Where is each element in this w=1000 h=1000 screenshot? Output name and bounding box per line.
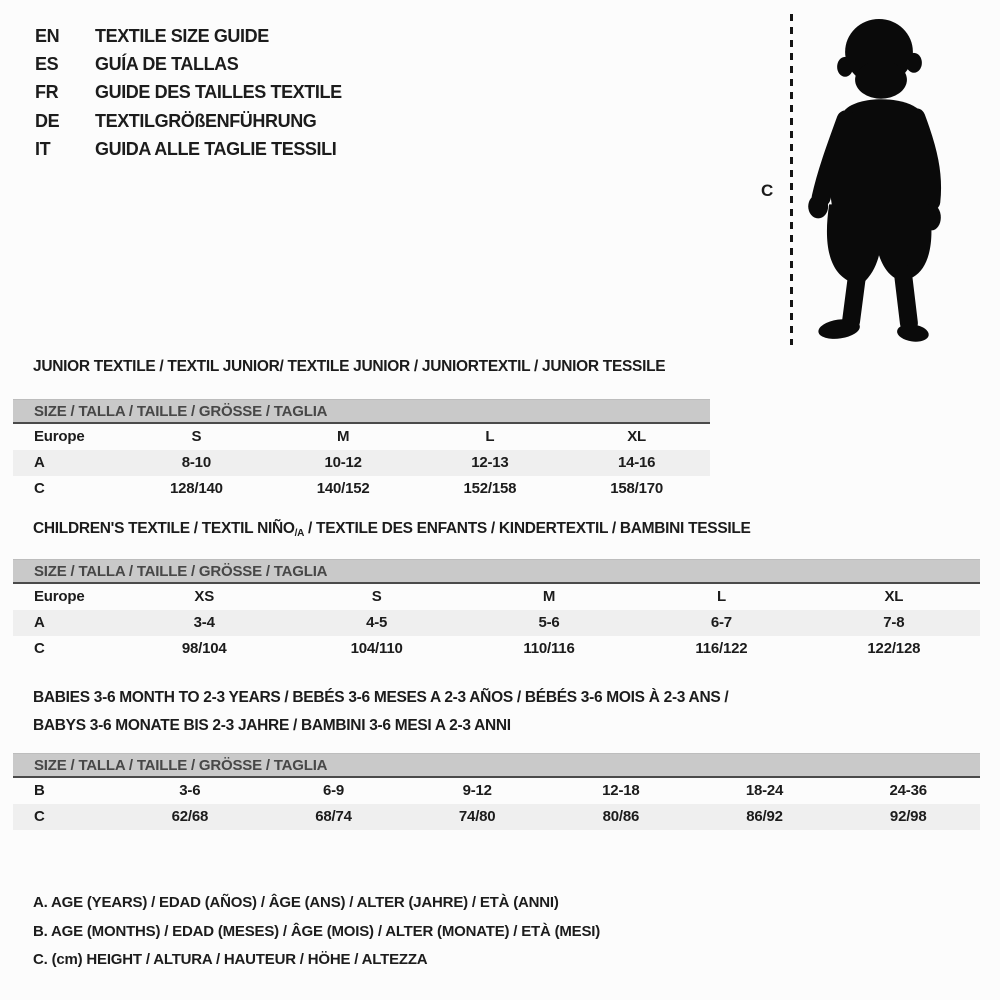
row-label: A (34, 614, 45, 631)
table-cell: S (371, 588, 382, 605)
table-cell: 116/122 (695, 640, 748, 657)
row-label: Europe (34, 588, 85, 605)
height-measure-label: C (761, 181, 774, 200)
language-label: GUIDA ALLE TAGLIE TESSILI (95, 139, 337, 160)
language-list: EN TEXTILE SIZE GUIDE ES GUÍA DE TALLAS … (35, 22, 342, 164)
table-row-height: C 98/104 104/110 110/116 116/122 122/128 (13, 636, 980, 662)
table-body: Europe S M L XL A 8-10 10-12 12-13 14-16… (13, 424, 710, 502)
row-label: C (34, 640, 45, 657)
table-row-height: C 62/68 68/74 74/80 80/86 86/92 92/98 (13, 804, 980, 830)
table-cell: 122/128 (867, 640, 921, 657)
row-label: C (34, 808, 45, 825)
language-item: FR GUIDE DES TAILLES TEXTILE (35, 79, 342, 107)
language-item: EN TEXTILE SIZE GUIDE (35, 22, 342, 50)
table-cell: 14-16 (617, 454, 656, 471)
table-cell: 158/170 (610, 480, 664, 497)
children-title-suffix: / TEXTILE DES ENFANTS / KINDERTEXTIL / B… (304, 520, 751, 537)
legend-item-c: C. (cm) HEIGHT / ALTURA / HAUTEUR / HÖHE… (33, 951, 428, 969)
row-label: B (34, 782, 45, 799)
row-label: C (34, 480, 45, 497)
table-row-europe: Europe XS S M L XL (13, 584, 980, 610)
table-cell: 92/98 (889, 808, 927, 825)
language-code: IT (35, 139, 51, 160)
language-item: DE TEXTILGRÖßENFÜHRUNG (35, 107, 342, 135)
language-item: IT GUIDA ALLE TAGLIE TESSILI (35, 136, 342, 164)
measurement-legend: A. AGE (YEARS) / EDAD (AÑOS) / ÂGE (ANS)… (33, 889, 600, 975)
table-cell: 86/92 (746, 808, 783, 825)
table-cell: 80/86 (602, 808, 640, 825)
junior-size-table: SIZE / TALLA / TAILLE / GRÖSSE / TAGLIA … (13, 399, 710, 502)
children-title-subscript: /A (294, 528, 305, 539)
row-label: A (34, 454, 45, 471)
language-label: GUÍA DE TALLAS (95, 54, 239, 75)
table-cell: M (542, 588, 556, 605)
table-cell: 24-36 (889, 782, 928, 799)
language-code: EN (35, 25, 60, 46)
babies-title-line1: BABIES 3-6 MONTH TO 2-3 YEARS / BEBÉS 3-… (33, 689, 729, 706)
children-size-table: SIZE / TALLA / TAILLE / GRÖSSE / TAGLIA … (13, 559, 980, 662)
toddler-silhouette (808, 18, 942, 342)
table-cell: L (485, 428, 495, 445)
table-cell: S (191, 428, 202, 445)
table-cell: 3-4 (193, 614, 215, 631)
table-cell: 12-18 (602, 782, 640, 799)
table-cell: 110/116 (523, 640, 575, 657)
table-cell: 3-6 (179, 782, 201, 799)
language-code: DE (35, 110, 60, 131)
table-row-europe: Europe S M L XL (13, 424, 710, 450)
size-header-bar: SIZE / TALLA / TAILLE / GRÖSSE / TAGLIA (13, 399, 710, 424)
table-cell: XL (884, 588, 904, 605)
table-cell: 62/68 (171, 808, 209, 825)
language-label: GUIDE DES TAILLES TEXTILE (95, 82, 342, 103)
legend-item-a: A. AGE (YEARS) / EDAD (AÑOS) / ÂGE (ANS)… (33, 894, 559, 911)
table-cell: 140/152 (316, 480, 370, 497)
language-label: TEXTILGRÖßENFÜHRUNG (95, 110, 317, 131)
size-header-bar: SIZE / TALLA / TAILLE / GRÖSSE / TAGLIA (13, 559, 980, 584)
table-cell: 7-8 (883, 614, 905, 631)
table-cell: L (716, 588, 726, 605)
language-code: FR (35, 82, 59, 103)
table-row-age-years: A 8-10 10-12 12-13 14-16 (13, 450, 710, 476)
table-cell: 5-6 (538, 614, 560, 631)
size-header-bar: SIZE / TALLA / TAILLE / GRÖSSE / TAGLIA (13, 753, 980, 778)
table-cell: 18-24 (745, 782, 784, 799)
table-cell: XL (627, 428, 647, 445)
table-body: Europe XS S M L XL A 3-4 4-5 5-6 6-7 7-8… (13, 584, 980, 662)
table-cell: 104/110 (350, 640, 403, 657)
table-cell: 9-12 (462, 782, 492, 799)
table-cell: M (336, 428, 350, 445)
table-body: B 3-6 6-9 9-12 12-18 18-24 24-36 C 62/68… (13, 778, 980, 830)
table-cell: 152/158 (463, 480, 517, 497)
language-label: TEXTILE SIZE GUIDE (95, 25, 269, 46)
table-cell: 6-9 (322, 782, 345, 799)
table-row-age-months: B 3-6 6-9 9-12 12-18 18-24 24-36 (13, 778, 980, 804)
table-cell: 12-13 (471, 454, 509, 471)
junior-section-title: JUNIOR TEXTILE / TEXTIL JUNIOR/ TEXTILE … (33, 358, 666, 375)
table-cell: 68/74 (315, 808, 352, 825)
language-item: ES GUÍA DE TALLAS (35, 50, 342, 78)
table-cell: 128/140 (169, 480, 223, 497)
table-cell: 98/104 (181, 640, 227, 657)
language-code: ES (35, 54, 59, 75)
babies-section-title: BABIES 3-6 MONTH TO 2-3 YEARS / BEBÉS 3-… (33, 684, 729, 740)
legend-item-b: B. AGE (MONTHS) / EDAD (MESES) / ÂGE (MO… (33, 922, 601, 940)
table-cell: 74/80 (458, 808, 496, 825)
height-measure-dotted-line (790, 14, 793, 345)
children-section-title: CHILDREN'S TEXTILE / TEXTIL NIÑO/A / TEX… (33, 520, 751, 539)
table-cell: 4-5 (366, 614, 388, 631)
table-cell: 8-10 (181, 454, 211, 471)
babies-title-line2: BABYS 3-6 MONATE BIS 2-3 JAHRE / BAMBINI… (33, 717, 511, 734)
row-label: Europe (34, 428, 85, 445)
children-title-prefix: CHILDREN'S TEXTILE / TEXTIL NIÑO (33, 520, 295, 537)
table-row-height: C 128/140 140/152 152/158 158/170 (13, 476, 710, 502)
table-cell: 6-7 (710, 614, 732, 631)
table-cell: 10-12 (324, 454, 362, 471)
table-row-age-years: A 3-4 4-5 5-6 6-7 7-8 (13, 610, 980, 636)
babies-size-table: SIZE / TALLA / TAILLE / GRÖSSE / TAGLIA … (13, 753, 980, 830)
table-cell: XS (194, 588, 215, 605)
